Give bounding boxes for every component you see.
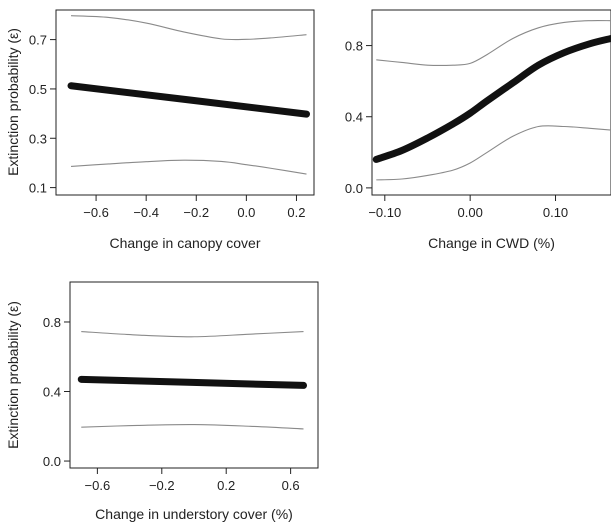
- y-tick-label: 0.3: [29, 131, 47, 146]
- x-tick-label: −0.6: [85, 478, 111, 493]
- lower-ci-line: [376, 125, 611, 181]
- y-tick-label: 0.1: [29, 181, 47, 196]
- x-axis-label: Change in CWD (%): [428, 235, 555, 251]
- y-tick-label: 0.0: [345, 181, 363, 196]
- plot-frame: [55, 9, 315, 196]
- lower-ci-line: [81, 423, 304, 430]
- panel-understory-cover: −0.6 −0.2 0.2 0.6 0.0 0.4 0.8 Change in underst…: [5, 281, 319, 522]
- x-tick-label: −0.2: [183, 205, 209, 220]
- panel-canopy-cover: −0.6 −0.4 −0.2 0.0 0.2 0.1 0.3 0.5 0.7 Change in …: [5, 9, 315, 251]
- x-tick-label: 0.0: [237, 205, 255, 220]
- x-tick-label: −0.6: [83, 205, 109, 220]
- y-tick-label: 0.5: [29, 82, 47, 97]
- y-tick-label: 0.8: [43, 315, 61, 330]
- upper-ci-line: [376, 19, 611, 66]
- plot-frame: [69, 281, 319, 469]
- estimate-line: [77, 375, 308, 389]
- y-axis-label: Extinction probability (ε): [5, 28, 21, 176]
- upper-ci-line: [81, 330, 304, 338]
- y-tick-label: 0.8: [345, 39, 363, 54]
- x-tick-label: 0.2: [217, 478, 235, 493]
- x-tick-label: −0.10: [368, 205, 401, 220]
- estimate-line: [372, 34, 611, 163]
- y-tick-label: 0.4: [345, 110, 363, 125]
- x-axis-label: Change in understory cover (%): [95, 506, 293, 522]
- lower-ci-line: [70, 159, 307, 175]
- x-tick-label: −0.4: [133, 205, 159, 220]
- y-tick-label: 0.0: [43, 454, 61, 469]
- x-tick-label: 0.10: [543, 205, 568, 220]
- series-group: [372, 19, 611, 181]
- estimate-line: [67, 82, 310, 118]
- x-axis-label: Change in canopy cover: [110, 235, 261, 251]
- series-group: [67, 15, 310, 175]
- series-group: [77, 330, 308, 430]
- plot-frame: [371, 9, 611, 196]
- x-tick-label: 0.2: [287, 205, 305, 220]
- x-tick-label: 0.6: [282, 478, 300, 493]
- upper-ci-line: [71, 15, 307, 41]
- y-tick-label: 0.7: [29, 33, 47, 48]
- y-axis-label: Extinction probability (ε): [5, 301, 21, 449]
- x-tick-label: 0.00: [458, 205, 483, 220]
- y-tick-label: 0.4: [43, 385, 61, 400]
- panel-cwd: −0.10 0.00 0.10 0.0 0.4 0.8 Change in CWD (%): [345, 9, 611, 251]
- x-tick-label: −0.2: [149, 478, 175, 493]
